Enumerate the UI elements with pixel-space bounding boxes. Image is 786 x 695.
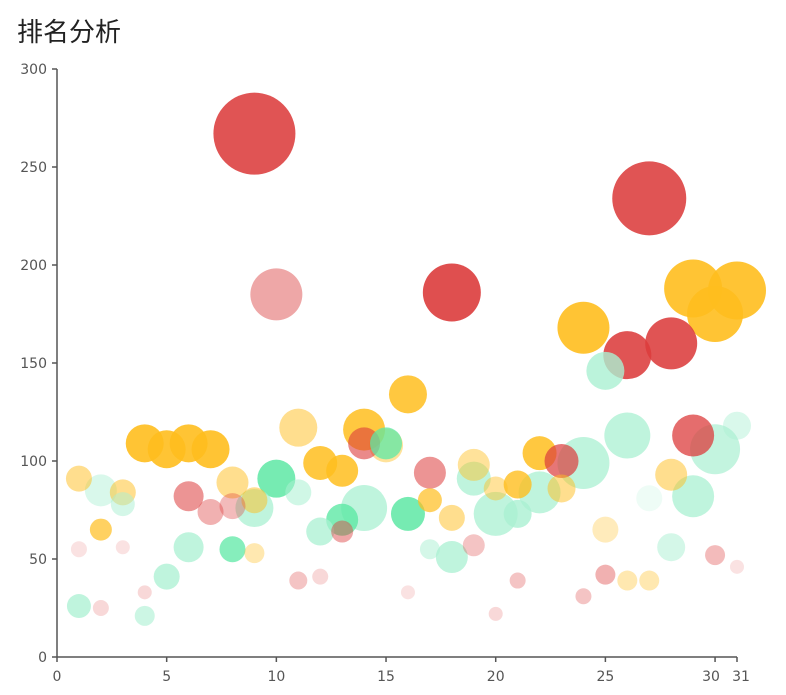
bubble-point[interactable]: [687, 286, 744, 342]
bubble-point[interactable]: [191, 430, 230, 469]
bubble-point[interactable]: [153, 563, 180, 590]
bubble-point[interactable]: [326, 454, 359, 487]
bubble-point[interactable]: [115, 540, 130, 555]
bubble-point[interactable]: [438, 504, 465, 531]
bubble-point[interactable]: [557, 301, 610, 354]
bubble-point[interactable]: [730, 559, 744, 574]
y-axis-ticks: 0 50 100 150 200 250 300: [20, 62, 57, 666]
bubble-point[interactable]: [483, 476, 508, 501]
x-tick-label: 15: [377, 669, 395, 685]
bubble-point[interactable]: [89, 518, 112, 541]
bubble-point[interactable]: [595, 564, 616, 585]
bubble-point[interactable]: [645, 317, 698, 370]
bubble-point[interactable]: [279, 408, 318, 447]
y-tick-label: 250: [20, 160, 47, 176]
y-tick-label: 100: [20, 454, 47, 470]
bubble-point[interactable]: [66, 594, 91, 619]
bubble-point[interactable]: [213, 92, 296, 175]
y-tick-label: 300: [20, 62, 47, 78]
bubble-point[interactable]: [348, 427, 381, 460]
bubble-point[interactable]: [216, 466, 249, 499]
bubble-point[interactable]: [65, 465, 92, 492]
x-tick-label: 31: [732, 669, 750, 685]
chart-title: 排名分析: [17, 18, 122, 48]
bubble-point[interactable]: [370, 427, 403, 460]
bubble-point[interactable]: [617, 570, 638, 591]
bubble-point[interactable]: [636, 485, 663, 512]
bubble-point[interactable]: [388, 375, 427, 414]
bubble-point[interactable]: [241, 487, 268, 514]
bubble-point[interactable]: [285, 479, 312, 506]
bubble-point[interactable]: [509, 572, 526, 589]
bubble-point[interactable]: [419, 539, 440, 560]
bubble-point[interactable]: [331, 520, 354, 543]
bubble-point[interactable]: [219, 536, 246, 563]
bubble-point[interactable]: [612, 161, 687, 236]
bubble-point[interactable]: [503, 499, 532, 528]
y-tick-label: 50: [29, 552, 47, 568]
bubble-point[interactable]: [422, 263, 481, 322]
bubble-point[interactable]: [250, 268, 303, 321]
bubble-point[interactable]: [219, 493, 246, 520]
bubble-point[interactable]: [110, 492, 135, 517]
bubble-point[interactable]: [672, 414, 715, 457]
bubble-point[interactable]: [604, 412, 651, 459]
x-tick-label: 20: [487, 669, 505, 685]
bubble-point[interactable]: [457, 448, 490, 481]
bubble-point[interactable]: [503, 470, 532, 499]
y-tick-label: 200: [20, 258, 47, 274]
bubble-point[interactable]: [435, 541, 468, 574]
bubble-point[interactable]: [134, 605, 155, 626]
x-tick-label: 30: [702, 669, 720, 685]
bubble-point[interactable]: [197, 498, 224, 525]
x-tick-label: 5: [162, 669, 171, 685]
bubble-point[interactable]: [244, 543, 265, 564]
bubble-point[interactable]: [326, 503, 359, 536]
bubble-point[interactable]: [173, 532, 204, 563]
bubble-point[interactable]: [137, 585, 152, 600]
bubble-point[interactable]: [70, 541, 87, 558]
bubble-point[interactable]: [92, 600, 109, 616]
bubble-point[interactable]: [586, 351, 625, 390]
bubble-point[interactable]: [462, 534, 485, 557]
bubble-point[interactable]: [657, 533, 686, 562]
y-tick-label: 150: [20, 356, 47, 372]
bubble-point[interactable]: [705, 545, 726, 566]
bubble-point[interactable]: [488, 606, 503, 621]
bubble-point[interactable]: [575, 588, 592, 605]
bubble-point[interactable]: [655, 458, 688, 491]
bubble-point[interactable]: [289, 571, 308, 590]
bubble-point[interactable]: [639, 570, 660, 591]
y-tick-label: 0: [38, 650, 47, 666]
bubble-point[interactable]: [306, 517, 335, 546]
bubble-point[interactable]: [723, 411, 751, 440]
bubble-point[interactable]: [84, 474, 117, 507]
bubble-point[interactable]: [312, 568, 329, 585]
x-axis-ticks: 0 5 10 15 20 25 30 31: [53, 657, 750, 685]
x-tick-label: 0: [53, 669, 62, 685]
bubble-point[interactable]: [473, 491, 518, 536]
bubble-point[interactable]: [547, 474, 576, 503]
bubble-point[interactable]: [390, 496, 425, 531]
bubble-point[interactable]: [173, 481, 204, 512]
bubble-point[interactable]: [417, 488, 442, 513]
bubble-point[interactable]: [456, 461, 491, 496]
bubble-point[interactable]: [413, 456, 446, 489]
bubble-point[interactable]: [400, 585, 415, 600]
bubble-point[interactable]: [592, 516, 619, 543]
bubble-layer: [65, 92, 766, 626]
bubble-point[interactable]: [544, 444, 579, 478]
x-tick-label: 25: [596, 669, 614, 685]
bubble-point[interactable]: [257, 459, 296, 498]
x-tick-label: 10: [267, 669, 285, 685]
